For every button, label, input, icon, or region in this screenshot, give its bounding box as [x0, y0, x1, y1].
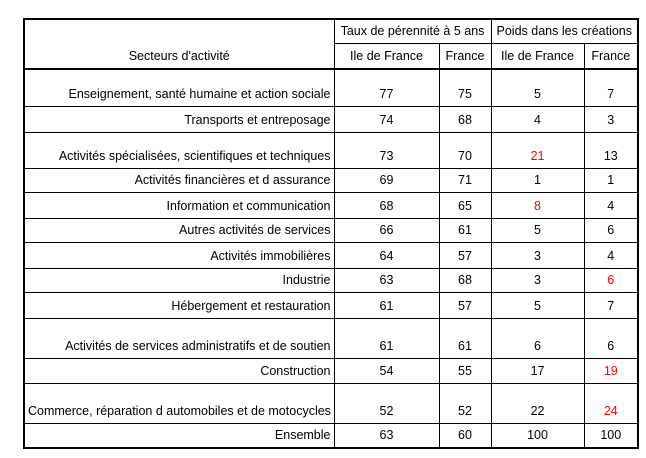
- value-cell: 22: [490, 382, 585, 424]
- value-cell: 71: [438, 167, 492, 193]
- value-cell: 66: [333, 217, 440, 243]
- value-cell: 63: [333, 422, 440, 449]
- table-row: Activités financières et d assurance 69 …: [23, 167, 639, 193]
- table-row: Transports et entreposage 74 68 4 3: [23, 105, 639, 133]
- subheader-poids-france: France: [583, 42, 639, 70]
- value-cell: 75: [438, 68, 492, 107]
- value-cell: 7: [583, 291, 639, 319]
- table-row: Activités spécialisées, scientifiques et…: [23, 131, 639, 169]
- value-cell: 57: [438, 241, 492, 269]
- table-row: Autres activités de services 66 61 5 6: [23, 217, 639, 243]
- sector-cell: Activités financières et d assurance: [23, 167, 335, 193]
- value-cell: 5: [490, 217, 585, 243]
- value-cell: 68: [438, 267, 492, 293]
- group-header-row: Secteurs d'activité Taux de pérennité à …: [23, 18, 639, 70]
- value-cell: 7: [583, 68, 639, 107]
- value-cell: 24: [583, 382, 639, 424]
- value-cell: 52: [438, 382, 492, 424]
- value-cell: 77: [333, 68, 440, 107]
- value-cell: 17: [490, 357, 585, 384]
- value-cell: 3: [583, 105, 639, 133]
- value-cell: 1: [490, 167, 585, 193]
- value-cell: 65: [438, 191, 492, 219]
- subheader-poids-ile-de-france: Ile de France: [490, 42, 585, 70]
- sector-cell: Construction: [23, 357, 335, 384]
- value-cell: 13: [583, 131, 639, 169]
- value-cell: 61: [333, 317, 440, 359]
- value-cell: 68: [333, 191, 440, 219]
- sector-column-header: Secteurs d'activité: [23, 18, 335, 70]
- value-cell: 3: [490, 267, 585, 293]
- value-cell: 6: [583, 217, 639, 243]
- value-cell: 6: [583, 317, 639, 359]
- value-cell: 60: [438, 422, 492, 449]
- value-cell: 61: [438, 317, 492, 359]
- table-row: Commerce, réparation d automobiles et de…: [23, 382, 639, 424]
- value-cell: 68: [438, 105, 492, 133]
- value-cell: 1: [583, 167, 639, 193]
- sector-cell: Commerce, réparation d automobiles et de…: [23, 382, 335, 424]
- sector-cell: Hébergement et restauration: [23, 291, 335, 319]
- table-row: Hébergement et restauration 61 57 5 7: [23, 291, 639, 319]
- column-group-taux-perennite: Taux de pérennité à 5 ans: [333, 18, 492, 44]
- table-row: Enseignement, santé humaine et action so…: [23, 68, 639, 107]
- table-row: Industrie 63 68 3 6: [23, 267, 639, 293]
- value-cell: 100: [490, 422, 585, 449]
- value-cell: 5: [490, 291, 585, 319]
- value-cell: 19: [583, 357, 639, 384]
- subheader-taux-france: France: [438, 42, 492, 70]
- value-cell: 70: [438, 131, 492, 169]
- value-cell: 73: [333, 131, 440, 169]
- value-cell: 4: [583, 191, 639, 219]
- value-cell: 54: [333, 357, 440, 384]
- value-cell: 74: [333, 105, 440, 133]
- value-cell: 69: [333, 167, 440, 193]
- value-cell: 4: [583, 241, 639, 269]
- value-cell: 4: [490, 105, 585, 133]
- survival-rate-table: Secteurs d'activité Taux de pérennité à …: [23, 18, 640, 449]
- sector-cell: Activités de services administratifs et …: [23, 317, 335, 359]
- value-cell: 57: [438, 291, 492, 319]
- sector-cell: Ensemble: [23, 422, 335, 449]
- value-cell: 8: [490, 191, 585, 219]
- value-cell: 3: [490, 241, 585, 269]
- value-cell: 55: [438, 357, 492, 384]
- value-cell: 61: [333, 291, 440, 319]
- sub-header-row: Ile de France France Ile de France Franc…: [24, 42, 639, 70]
- value-cell: 63: [333, 267, 440, 293]
- sector-cell: Enseignement, santé humaine et action so…: [23, 68, 335, 107]
- sector-cell: Industrie: [23, 267, 335, 293]
- table-row: Information et communication 68 65 8 4: [23, 191, 639, 219]
- value-cell: 5: [490, 68, 585, 107]
- value-cell: 21: [490, 131, 585, 169]
- value-cell: 6: [490, 317, 585, 359]
- sector-cell: Information et communication: [23, 191, 335, 219]
- table-row: Construction 54 55 17 19: [23, 357, 639, 384]
- sector-cell: Autres activités de services: [23, 217, 335, 243]
- value-cell: 6: [583, 267, 639, 293]
- subheader-taux-ile-de-france: Ile de France: [333, 42, 440, 70]
- sector-cell: Activités immobilières: [23, 241, 335, 269]
- table-row: Activités immobilières 64 57 3 4: [23, 241, 639, 269]
- value-cell: 52: [333, 382, 440, 424]
- column-group-poids-creations: Poids dans les créations: [490, 18, 639, 44]
- sector-cell: Activités spécialisées, scientifiques et…: [23, 131, 335, 169]
- value-cell: 100: [583, 422, 639, 449]
- value-cell: 61: [438, 217, 492, 243]
- sector-cell: Transports et entreposage: [23, 105, 335, 133]
- table-row-ensemble: Ensemble 63 60 100 100: [23, 422, 639, 449]
- value-cell: 64: [333, 241, 440, 269]
- table-row: Activités de services administratifs et …: [23, 317, 639, 359]
